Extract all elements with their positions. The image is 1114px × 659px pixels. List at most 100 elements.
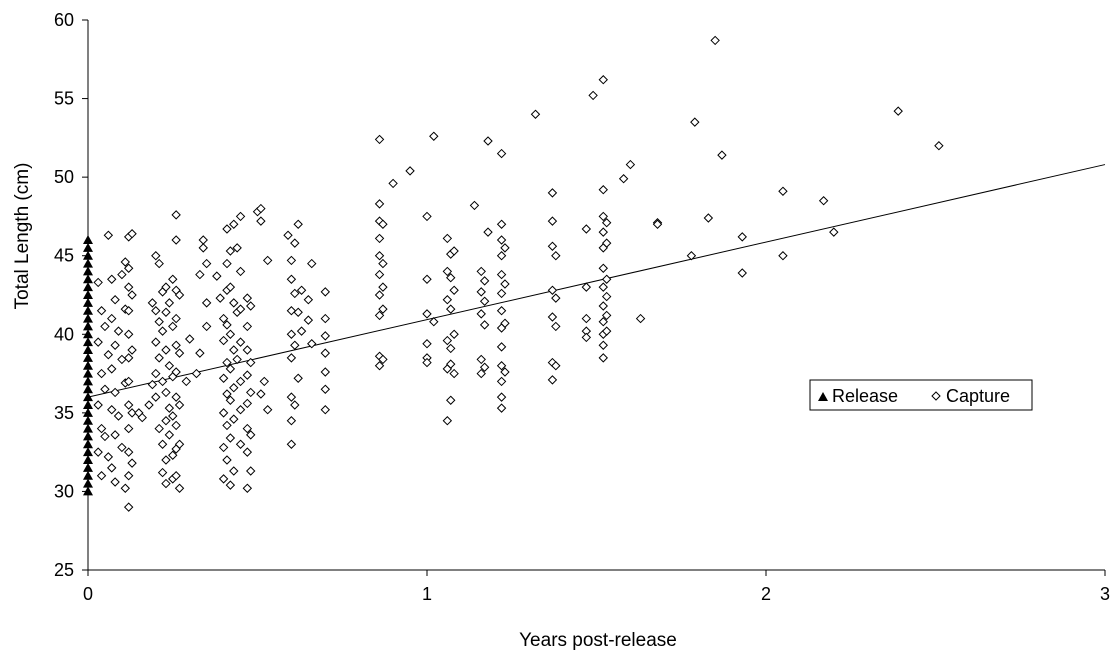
capture-point	[405, 166, 415, 176]
capture-point	[161, 282, 171, 292]
capture-point	[476, 309, 486, 319]
capture-point	[479, 362, 490, 372]
capture-point	[235, 211, 246, 222]
capture-point	[235, 405, 246, 415]
capture-point	[218, 474, 229, 484]
capture-point	[442, 335, 453, 346]
capture-point	[262, 405, 273, 415]
capture-point	[93, 337, 103, 347]
axes	[82, 19, 1106, 576]
capture-point	[123, 353, 134, 363]
capture-point	[496, 148, 507, 159]
capture-point	[598, 317, 608, 327]
capture-point	[374, 361, 385, 371]
capture-point	[225, 364, 236, 374]
capture-point	[496, 235, 507, 245]
capture-point	[551, 361, 561, 371]
capture-point	[242, 398, 253, 409]
release-point	[83, 282, 93, 292]
capture-point	[222, 420, 232, 431]
capture-point	[222, 455, 232, 465]
release-point	[83, 415, 93, 425]
capture-point	[123, 376, 134, 387]
capture-point	[157, 376, 168, 387]
capture-point	[449, 285, 459, 295]
legend-release-marker	[818, 392, 828, 401]
capture-point	[442, 266, 453, 277]
data-points	[83, 35, 944, 512]
release-point	[83, 235, 93, 244]
capture-point	[286, 255, 297, 266]
capture-point	[496, 403, 507, 413]
capture-point	[598, 211, 608, 222]
capture-point	[127, 290, 137, 300]
capture-point	[476, 287, 486, 297]
capture-point	[93, 277, 103, 288]
capture-point	[215, 293, 225, 303]
capture-point	[296, 285, 307, 295]
capture-point	[229, 298, 239, 308]
y-tick-label: 45	[54, 246, 74, 266]
capture-point	[496, 376, 507, 387]
capture-point	[778, 251, 788, 261]
capture-point	[198, 243, 208, 253]
capture-point	[242, 345, 253, 355]
capture-point	[442, 233, 453, 244]
capture-point	[164, 430, 175, 440]
capture-point	[246, 387, 256, 398]
capture-point	[123, 282, 134, 292]
capture-point	[232, 243, 242, 253]
capture-point	[171, 471, 181, 481]
capture-point	[110, 295, 120, 305]
capture-point	[290, 238, 300, 248]
capture-point	[293, 307, 303, 317]
capture-point	[225, 246, 236, 256]
release-point	[83, 329, 93, 339]
capture-point	[107, 405, 117, 415]
capture-point	[690, 117, 700, 127]
capture-point	[778, 186, 788, 196]
capture-point	[303, 315, 314, 325]
capture-point	[601, 291, 612, 302]
capture-point	[171, 210, 181, 220]
capture-point	[157, 326, 168, 336]
capture-point	[117, 442, 127, 453]
capture-point	[296, 326, 307, 336]
capture-point	[652, 219, 663, 229]
capture-point	[551, 293, 561, 303]
capture-point	[147, 298, 158, 308]
capture-point	[598, 227, 608, 237]
capture-point	[123, 306, 134, 316]
capture-point	[96, 368, 107, 379]
capture-point	[171, 313, 181, 324]
release-point	[83, 392, 93, 402]
capture-point	[100, 384, 110, 394]
capture-point	[307, 339, 317, 349]
capture-point	[96, 306, 107, 316]
capture-point	[242, 483, 253, 493]
y-tick-label: 35	[54, 403, 74, 423]
capture-point	[201, 321, 212, 332]
capture-point	[547, 285, 558, 295]
capture-point	[446, 304, 456, 314]
release-point	[83, 360, 93, 370]
capture-point	[161, 345, 171, 355]
capture-point	[225, 329, 236, 339]
capture-point	[446, 395, 456, 405]
capture-point	[893, 106, 903, 116]
capture-point	[598, 353, 608, 363]
capture-point	[934, 141, 944, 151]
capture-point	[374, 290, 385, 300]
capture-point	[374, 269, 385, 280]
capture-point	[100, 321, 110, 332]
capture-point	[290, 400, 300, 410]
capture-point	[174, 483, 185, 493]
capture-point	[290, 288, 300, 299]
capture-point	[601, 218, 612, 228]
capture-point	[422, 357, 432, 368]
capture-point	[547, 216, 558, 226]
capture-point	[235, 439, 246, 449]
capture-point	[144, 400, 154, 410]
release-point	[83, 407, 93, 417]
capture-point	[218, 313, 229, 324]
